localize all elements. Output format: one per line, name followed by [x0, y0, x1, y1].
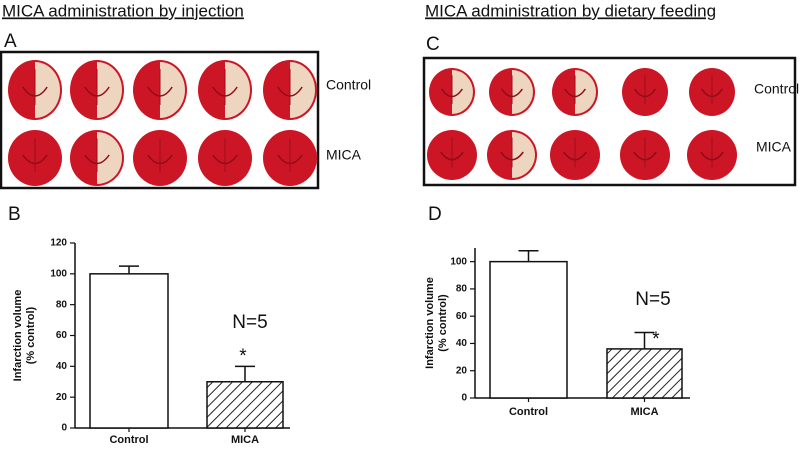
infarct — [97, 62, 122, 118]
y-axis-label: Infarction volume — [424, 277, 436, 369]
bar — [489, 260, 568, 399]
bar — [206, 381, 284, 429]
x-tick-label: MICA — [231, 434, 259, 446]
x-tick-label: MICA — [630, 406, 658, 418]
annotation: * — [652, 329, 660, 350]
infarct — [160, 62, 185, 118]
y-tick-label: 100 — [50, 268, 67, 279]
row-label: Control — [754, 81, 799, 97]
y-tick-label: 100 — [450, 256, 467, 267]
y-tick-label: 60 — [56, 330, 68, 341]
annotation: N=5 — [635, 289, 670, 310]
row-label: Control — [326, 77, 371, 93]
infarct — [512, 70, 533, 114]
photo-frame — [422, 56, 797, 187]
infarct — [512, 132, 535, 178]
y-tick-label: 40 — [56, 361, 68, 372]
infarct — [452, 70, 473, 114]
y-tick-label: 60 — [456, 311, 468, 322]
row-label: MICA — [756, 139, 792, 155]
infarct — [225, 62, 250, 118]
y-tick-label: 80 — [56, 299, 68, 310]
x-tick-label: Control — [509, 406, 548, 418]
x-tick-label: Control — [109, 434, 148, 446]
y-tick-label: 20 — [456, 365, 468, 376]
y-tick-label: 80 — [456, 284, 468, 295]
annotation: * — [239, 346, 247, 367]
y-tick-label: 0 — [461, 393, 467, 404]
annotation: N=5 — [232, 312, 267, 333]
panel-label: D — [428, 204, 442, 225]
y-tick-label: 20 — [56, 392, 68, 403]
heading: MICA administration by injection — [2, 1, 244, 20]
y-tick-label: 40 — [456, 338, 468, 349]
y-axis-label: (% control) — [437, 294, 449, 352]
infarct — [290, 62, 315, 118]
panel-label: B — [8, 204, 21, 225]
infarct — [97, 132, 122, 184]
infarct — [575, 70, 596, 114]
y-tick-label: 120 — [50, 238, 67, 249]
panel-label: C — [426, 34, 440, 55]
brain-slices — [8, 60, 737, 186]
infarct — [35, 62, 60, 118]
y-axis-label: Infarction volume — [12, 290, 24, 382]
bar — [606, 348, 683, 399]
panel-label: A — [4, 31, 17, 52]
row-label: MICA — [326, 147, 362, 163]
heading: MICA administration by dietary feeding — [425, 1, 716, 20]
bar — [89, 273, 169, 429]
y-tick-label: 0 — [61, 423, 67, 434]
y-axis-label: (% control) — [25, 306, 37, 364]
